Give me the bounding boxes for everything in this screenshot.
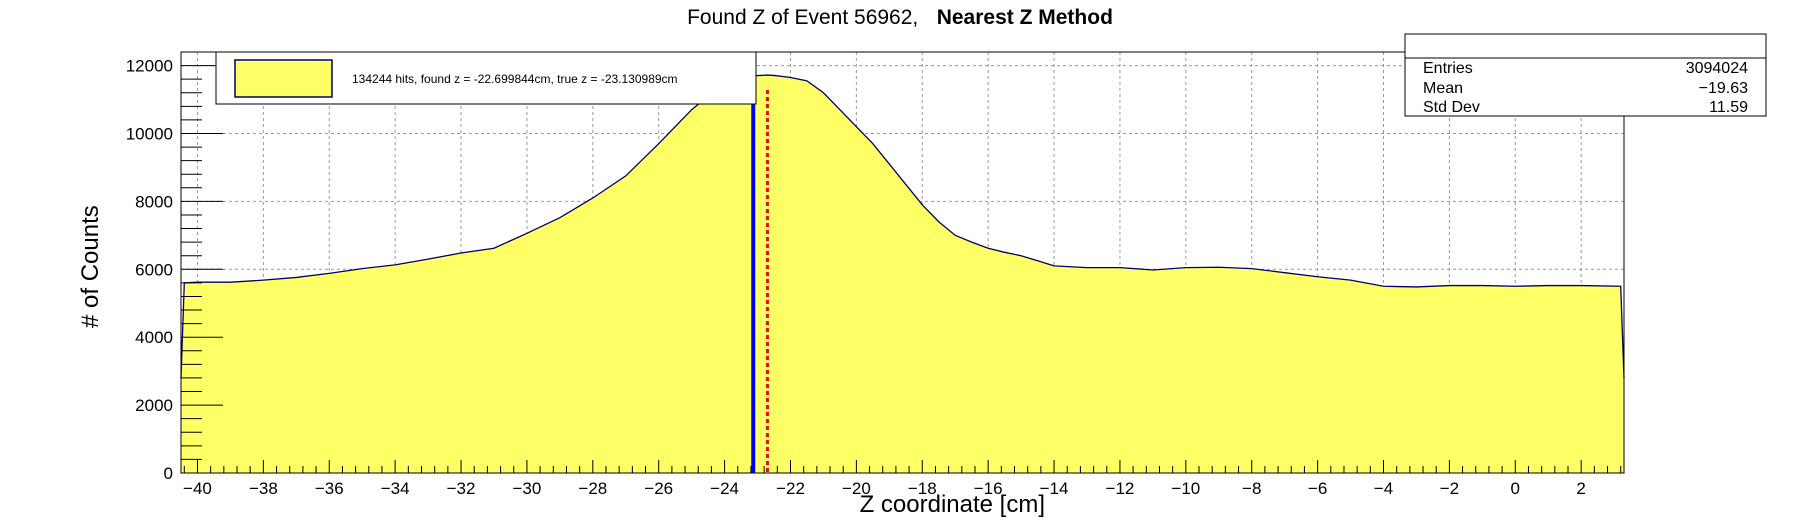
x-tick-label: −10 <box>1171 479 1200 498</box>
x-tick-label: 2 <box>1576 479 1585 498</box>
axes: −40 −38 −36 −34 −32 −30 −28 −26 −24 −22 −20 −18 −16−… <box>126 51 1622 498</box>
x-tick-label: −12 <box>1106 479 1135 498</box>
x-tick-label: −22 <box>776 479 805 498</box>
y-tick-label: 8000 <box>135 192 173 211</box>
stats-entries-label: Entries <box>1423 60 1473 77</box>
z-markers <box>751 90 769 473</box>
x-tick-label: −20 <box>842 479 871 498</box>
x-tick-label: −14 <box>1040 479 1069 498</box>
histogram-fill <box>181 75 1624 473</box>
legend-entry: 134244 hits, found z = -22.699844cm, tru… <box>352 72 678 86</box>
stats-stddev-label: Std Dev <box>1423 99 1480 116</box>
x-tick-label: −24 <box>710 479 739 498</box>
y-tick-label: 0 <box>164 464 173 483</box>
x-tick-label: −26 <box>644 479 673 498</box>
stats-stddev-value: 11.59 <box>1709 99 1748 116</box>
x-tick-label: −38 <box>249 479 278 498</box>
y-tick-label: 12000 <box>126 57 173 76</box>
x-tick-label: −40 <box>183 479 212 498</box>
x-tick-label: −30 <box>513 479 542 498</box>
legend-swatch <box>234 59 333 98</box>
y-tick-label: 2000 <box>135 396 173 415</box>
y-tick-label: 6000 <box>135 260 173 279</box>
stats-box: Entries 3094024 Mean −19.63 Std Dev 11.5… <box>1404 33 1767 117</box>
x-axis-title: Z coordinate [cm] <box>860 491 1045 518</box>
x-tick-label: −8 <box>1242 479 1261 498</box>
x-tick-label: −18 <box>908 479 937 498</box>
histogram-area <box>180 74 1625 473</box>
y-tick-label: 10000 <box>126 124 173 143</box>
stats-entries-value: 3094024 <box>1686 60 1748 77</box>
legend: 134244 hits, found z = -22.699844cm, tru… <box>215 51 757 105</box>
stats-mean-label: Mean <box>1423 80 1463 97</box>
plot-frame <box>180 51 1625 474</box>
chart-title-text: Found Z of Event 56962, <box>687 6 918 29</box>
histogram-outline <box>180 74 1625 378</box>
x-tick-label: −32 <box>447 479 476 498</box>
x-tick-label: −2 <box>1440 479 1459 498</box>
x-tick-label: 0 <box>1511 479 1520 498</box>
x-tick-label: −6 <box>1308 479 1327 498</box>
x-tick-label: −34 <box>381 479 410 498</box>
x-tick-label: −4 <box>1374 479 1393 498</box>
y-tick-label: 4000 <box>135 328 173 347</box>
x-tick-label: −36 <box>315 479 344 498</box>
y-axis-title: # of Counts <box>77 205 104 328</box>
x-tick-label: −28 <box>578 479 607 498</box>
x-tick-label: −16 <box>974 479 1003 498</box>
chart-title: Found Z of Event 56962, Nearest Z Method <box>687 6 1113 29</box>
stats-mean-value: −19.63 <box>1699 80 1748 97</box>
chart-title-method: Nearest Z Method <box>937 6 1113 29</box>
